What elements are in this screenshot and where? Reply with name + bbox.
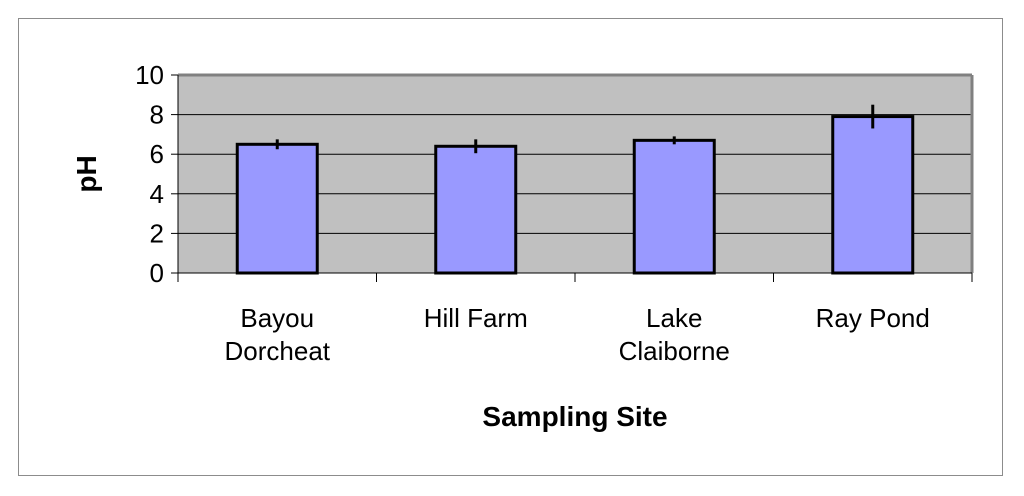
bar: [831, 115, 915, 275]
y-axis-title: pH: [71, 155, 102, 192]
x-axis-title: Sampling Site: [482, 401, 667, 432]
y-tick-label: 6: [150, 139, 164, 169]
y-tick-label: 8: [150, 100, 164, 130]
x-tick-label: Ray Pond: [816, 303, 930, 333]
bars: [235, 104, 915, 275]
y-tick-label: 10: [135, 60, 164, 90]
axes: 0 2 4 6 8 10 Bayou Dorcheat Hill Farm Lake Claibor…: [135, 60, 973, 366]
x-tick-label: Hill Farm: [424, 303, 528, 333]
x-tick-label: Bayou Dorcheat: [225, 303, 331, 366]
bar: [434, 144, 518, 275]
bar: [235, 142, 319, 275]
y-tick-label: 2: [150, 218, 164, 248]
x-tick-label: Lake Claiborne: [619, 303, 730, 366]
bar: [632, 138, 716, 275]
y-tick-label: 4: [150, 179, 164, 209]
y-tick-label: 0: [150, 258, 164, 288]
